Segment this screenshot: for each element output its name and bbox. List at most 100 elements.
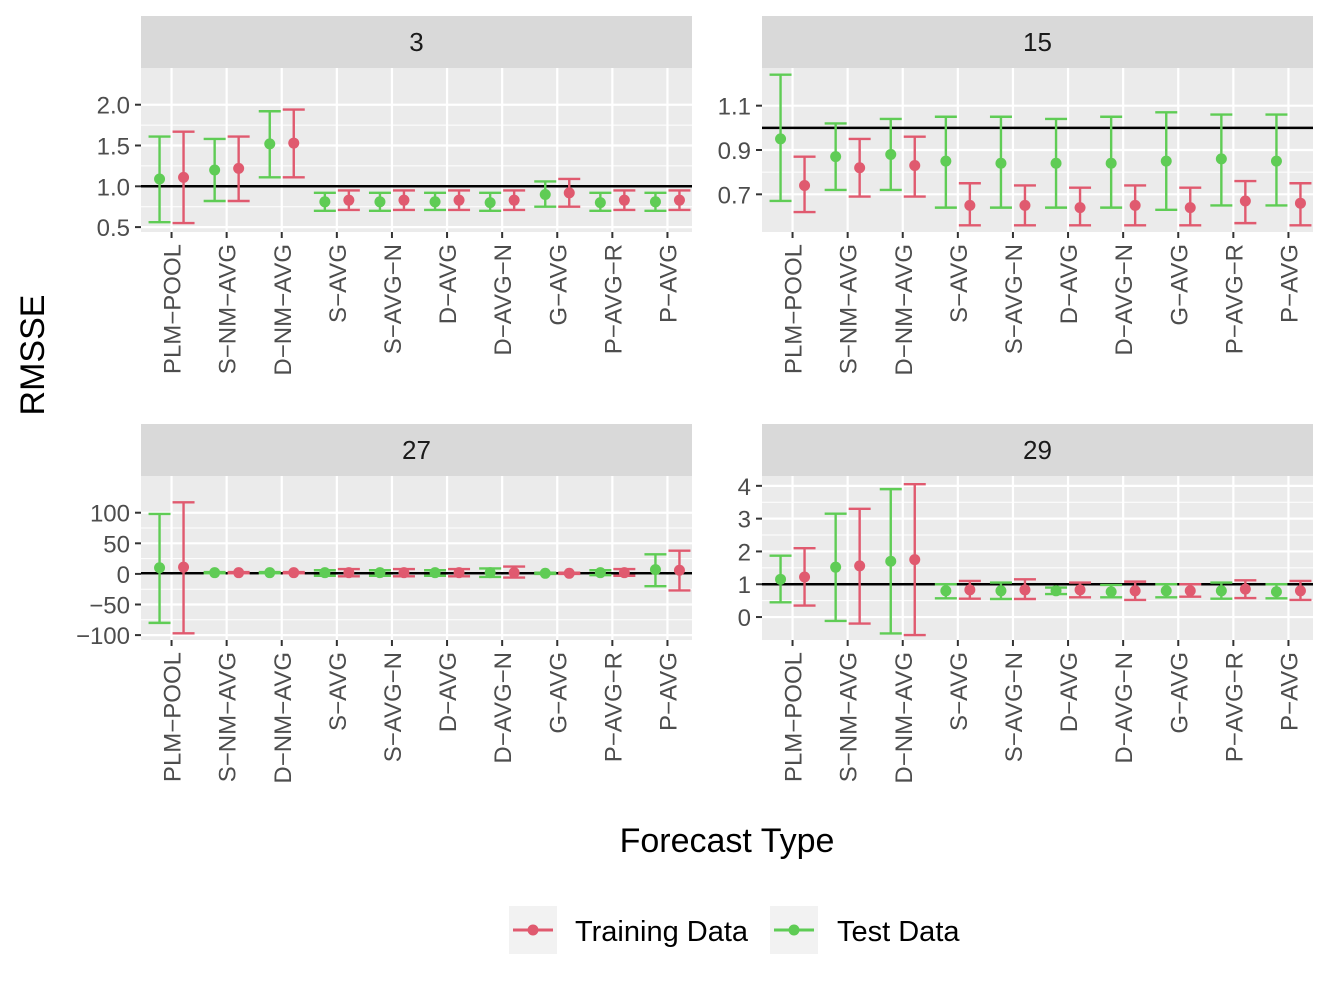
legend: Training Data Test Data [509, 906, 960, 954]
data-point [673, 564, 685, 576]
legend-key-training-point [527, 924, 539, 936]
data-point [1129, 585, 1141, 597]
y-tick-label: 50 [103, 531, 130, 558]
data-point [539, 567, 551, 579]
panel-29: 29 0 1 2 3 4 PLM−POOL S−NM−AVG D−NM−AVG S−AVG S−AV… [738, 424, 1313, 784]
x-tick-label: S−AVG [325, 244, 352, 323]
panel-strip [762, 424, 1313, 476]
x-tick-label: S−AVG [325, 652, 352, 731]
data-point [1105, 157, 1117, 169]
x-tick-label: PLM−POOL [160, 244, 187, 374]
series-training [793, 135, 1312, 227]
legend-label-training: Training Data [575, 916, 749, 948]
data-point [398, 567, 410, 579]
x-tick-label: D−AVG−N [490, 244, 517, 356]
y-tick-label: 100 [90, 501, 130, 528]
x-tick-label: S−NM−AVG [215, 244, 242, 374]
x-tick-label: D−AVG−N [490, 652, 517, 764]
x-tick-label: S−NM−AVG [836, 244, 863, 374]
data-point [1270, 155, 1282, 167]
data-point [594, 567, 606, 579]
data-point [508, 567, 520, 579]
x-tick-label: D−NM−AVG [891, 244, 918, 376]
data-point [618, 194, 630, 206]
panel-strip-title: 27 [402, 435, 431, 465]
x-tick-label: G−AVG [1166, 244, 1193, 326]
data-point [484, 197, 496, 209]
data-point [429, 567, 441, 579]
data-point [940, 155, 952, 167]
panel-strip-title: 29 [1023, 435, 1052, 465]
data-point [1160, 585, 1172, 597]
data-point [319, 567, 331, 579]
series-training [172, 501, 691, 635]
panel-strip-title: 3 [409, 27, 423, 57]
x-tick-label: S−NM−AVG [836, 652, 863, 782]
data-point [673, 194, 685, 206]
data-point [1105, 586, 1117, 598]
data-point [178, 171, 190, 183]
panel-background [141, 476, 692, 640]
x-tick-label: D−AVG−N [1111, 652, 1138, 764]
data-point [799, 179, 811, 191]
data-point [649, 564, 661, 576]
x-tick-label: P−AVG−R [1221, 652, 1248, 762]
series-training [793, 483, 1312, 637]
data-point [964, 199, 976, 211]
data-point [154, 173, 166, 185]
x-tick-label: G−AVG [545, 652, 572, 734]
data-point [374, 196, 386, 208]
y-tick-label: 3 [738, 507, 751, 534]
y-tick-label: 0.9 [718, 138, 751, 165]
data-point [1239, 583, 1251, 595]
data-point [178, 561, 190, 573]
data-point [264, 567, 276, 579]
x-tick-label: D−NM−AVG [270, 652, 297, 784]
legend-key-test-point [788, 924, 800, 936]
data-point [799, 571, 811, 583]
data-point [209, 567, 221, 579]
panel-27: 27 −100 −50 0 50 100 PLM−POOL S−NM−AVG D−NM−AVG S… [76, 424, 692, 784]
y-tick-label: 2 [738, 539, 751, 566]
x-tick-label: P−AVG [655, 652, 682, 731]
data-point [1184, 202, 1196, 214]
y-tick-label: −100 [76, 623, 130, 650]
data-point [854, 162, 866, 174]
y-tick-label: 0.7 [718, 182, 751, 209]
x-tick-label: P−AVG [1276, 244, 1303, 323]
data-point [854, 560, 866, 572]
panel-strip [141, 16, 692, 68]
data-point [1294, 197, 1306, 209]
x-tick-label: P−AVG−R [600, 244, 627, 354]
x-tick-label: S−AVG [946, 652, 973, 731]
data-point [1129, 199, 1141, 211]
x-tick-label: PLM−POOL [781, 244, 808, 374]
y-tick-label: 0 [738, 605, 751, 632]
data-point [909, 160, 921, 172]
data-point [909, 554, 921, 566]
data-point [1050, 585, 1062, 597]
y-tick-label: 4 [738, 474, 751, 501]
series-test [148, 110, 667, 224]
data-point [343, 567, 355, 579]
data-point [319, 196, 331, 208]
x-tick-label: D−AVG [1056, 652, 1083, 732]
panel-strip-title: 15 [1023, 27, 1052, 57]
data-point [453, 567, 465, 579]
data-point [1270, 586, 1282, 598]
x-tick-label: PLM−POOL [781, 652, 808, 782]
x-tick-label: G−AVG [545, 244, 572, 326]
data-point [1184, 585, 1196, 597]
data-point [288, 137, 300, 149]
y-tick-label: 0 [117, 562, 130, 589]
x-tick-label: P−AVG−R [1221, 244, 1248, 354]
series-test [769, 487, 1288, 635]
x-axis-label: Forecast Type [620, 822, 835, 860]
x-tick-label: S−AVG [946, 244, 973, 323]
panel-3: 3 0.5 1.0 1.5 2.0 PLM−POOL S−NM−AVG D−NM−AVG S−A… [97, 16, 692, 376]
data-point [1074, 584, 1086, 596]
series-training [172, 108, 691, 225]
data-point [618, 567, 630, 579]
data-point [940, 585, 952, 597]
x-tick-label: S−NM−AVG [215, 652, 242, 782]
